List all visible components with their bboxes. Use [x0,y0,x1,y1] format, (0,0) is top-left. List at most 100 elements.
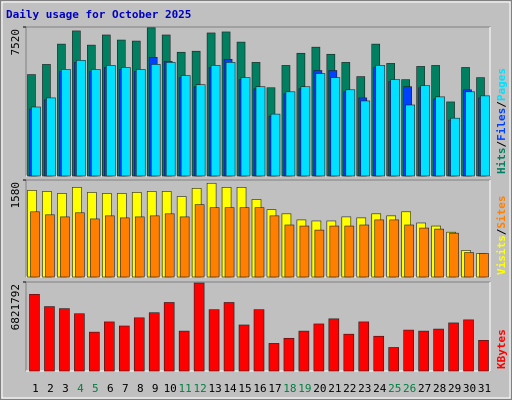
x-tick-label: 10 [164,382,177,395]
bar [106,65,116,177]
bar [390,79,401,177]
bar [75,212,85,278]
bar [283,337,295,372]
bar [450,117,460,177]
bar [478,340,489,372]
bar [434,228,444,278]
bar [224,207,235,278]
bar [329,225,340,278]
x-tick-label: 12 [194,382,207,395]
bar [405,104,415,177]
legend-entry: Hits [495,148,508,175]
bar [90,218,100,278]
bar [165,62,176,177]
x-tick-label: 14 [223,382,237,395]
bar [463,319,474,372]
x-tick-label: 19 [298,382,311,395]
bar [31,106,41,177]
legend-separator: / [495,101,508,108]
bar [59,308,70,372]
bar [134,216,145,278]
bar [135,69,146,177]
bar [178,330,190,372]
bar [208,309,220,372]
bar [315,73,326,177]
legend-separator: / [495,141,508,148]
bar [464,252,474,278]
bar [74,313,85,372]
x-tick-label: 31 [478,382,491,395]
bar [359,224,370,278]
x-tick-label: 17 [268,382,281,395]
bar [105,215,115,278]
bar [479,253,489,278]
bar [313,323,325,372]
x-tick-label: 1 [32,382,39,395]
bar [298,330,310,372]
x-tick-label: 25 [388,382,401,395]
legend-entry: Sites [495,196,508,229]
bar [119,217,130,278]
bar [254,207,265,278]
bar [418,330,429,372]
bar [30,211,40,278]
bar [118,325,130,372]
x-tick-label: 7 [122,382,129,395]
bar [180,75,191,177]
bar [435,96,445,177]
x-tick-label: 23 [358,382,371,395]
x-tick-label: 18 [283,382,296,395]
bar [449,232,459,278]
y-tick-label: 7520 [9,29,22,56]
bar [345,89,356,177]
bar [209,207,220,278]
x-tick-label: 30 [463,382,476,395]
bar [480,95,490,177]
x-tick-label: 15 [238,382,251,395]
bar [373,335,385,372]
x-tick-label: 20 [313,382,326,395]
bar [60,216,70,278]
x-tick-label: 24 [373,382,387,395]
x-tick-label: 2 [47,382,54,395]
y-tick-label: 6821792 [9,284,22,330]
legend-entry: KBytes [495,329,508,369]
bar [195,84,206,177]
bar [344,225,355,278]
bar [343,333,355,372]
bar [374,219,385,278]
x-tick-label: 11 [179,382,192,395]
x-tick-label: 29 [448,382,461,395]
bar [149,215,160,278]
bar [270,113,281,177]
bar [179,216,190,278]
bar [360,100,371,177]
bar [120,67,131,177]
bar [375,65,386,177]
legend: Hits/Files/Pages [495,68,508,174]
x-tick-label: 8 [137,382,144,395]
bar [299,225,310,278]
bar [255,86,266,177]
x-tick-label: 26 [403,382,416,395]
bar [448,322,459,372]
bar [44,306,55,372]
x-tick-label: 13 [208,382,221,395]
bar [193,282,205,372]
legend-entry: Visits [495,235,508,275]
bar [133,317,145,372]
chart-title: Daily usage for October 2025 [6,8,191,21]
bar [164,213,175,278]
bar [239,207,250,278]
x-tick-label: 5 [92,382,99,395]
bar [76,60,86,177]
x-tick-label: 22 [343,382,356,395]
bar [29,293,40,372]
legend: Visits/Sites [495,196,508,276]
bar [148,312,160,372]
bar [223,302,235,372]
bar [314,229,325,278]
legend-separator: / [495,228,508,235]
